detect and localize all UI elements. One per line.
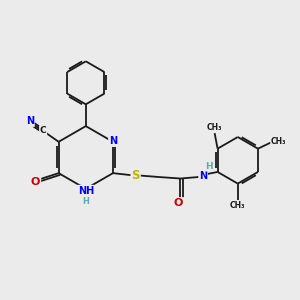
Text: H: H xyxy=(206,162,213,171)
Text: S: S xyxy=(131,169,140,182)
Text: N: N xyxy=(26,116,34,126)
Text: H: H xyxy=(82,197,89,206)
Text: CH₃: CH₃ xyxy=(271,137,286,146)
Text: O: O xyxy=(31,176,40,187)
Text: N: N xyxy=(199,170,207,181)
Text: N: N xyxy=(109,136,117,146)
Text: CH₃: CH₃ xyxy=(230,201,245,210)
Text: C: C xyxy=(40,126,46,135)
Text: NH: NH xyxy=(78,186,94,196)
Text: O: O xyxy=(174,198,183,208)
Text: CH₃: CH₃ xyxy=(207,123,222,132)
